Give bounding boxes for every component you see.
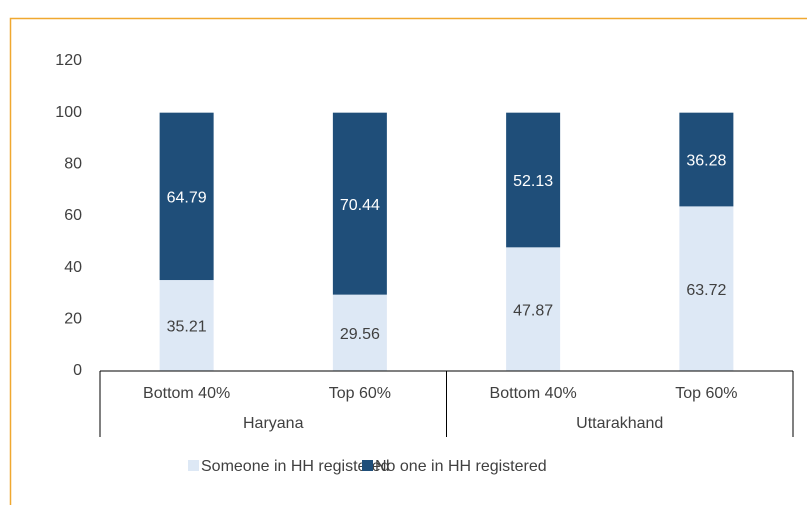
y-tick-label: 0 bbox=[73, 362, 82, 379]
y-tick-label: 60 bbox=[64, 207, 82, 224]
bar-segment bbox=[679, 112, 734, 207]
y-tick-label: 80 bbox=[64, 156, 82, 173]
y-tick-label: 120 bbox=[55, 52, 82, 69]
y-tick-label: 100 bbox=[55, 104, 82, 121]
bar-segment bbox=[332, 294, 387, 371]
bar-segment bbox=[506, 247, 561, 371]
group-label: Uttarakhand bbox=[576, 415, 663, 432]
data-label: 63.72 bbox=[686, 282, 726, 299]
legend-label: No one in HH registered bbox=[375, 458, 547, 475]
data-label: 64.79 bbox=[167, 190, 207, 207]
bar-segment bbox=[332, 112, 387, 295]
data-label: 35.21 bbox=[167, 319, 207, 336]
data-label: 36.28 bbox=[686, 153, 726, 170]
x-tick-label: Bottom 40% bbox=[490, 385, 577, 402]
bar-segment bbox=[506, 112, 561, 248]
bar-segment bbox=[159, 280, 214, 371]
legend-label: Someone in HH registered bbox=[201, 458, 390, 475]
x-tick-label: Top 60% bbox=[675, 385, 737, 402]
y-tick-label: 40 bbox=[64, 259, 82, 276]
data-label: 52.13 bbox=[513, 173, 553, 190]
x-tick-label: Top 60% bbox=[329, 385, 391, 402]
legend-swatch bbox=[362, 460, 373, 471]
y-tick-label: 20 bbox=[64, 311, 82, 328]
data-label: 70.44 bbox=[340, 197, 380, 214]
bar-segment bbox=[679, 206, 734, 371]
legend-swatch bbox=[188, 460, 199, 471]
data-label: 47.87 bbox=[513, 302, 553, 319]
x-tick-label: Bottom 40% bbox=[143, 385, 230, 402]
group-label: Haryana bbox=[243, 415, 304, 432]
data-label: 29.56 bbox=[340, 326, 380, 343]
bar-segment bbox=[159, 112, 214, 281]
frame bbox=[9, 17, 807, 505]
